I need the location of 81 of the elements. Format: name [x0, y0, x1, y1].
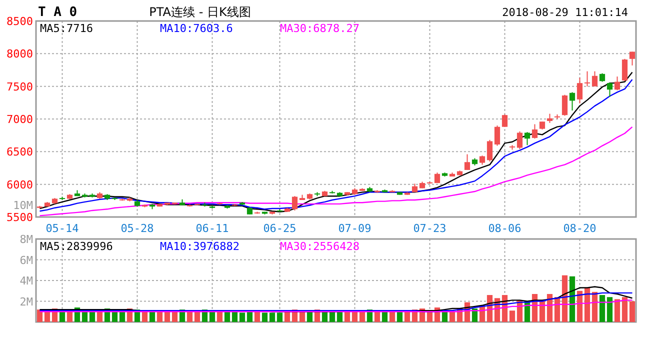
text: 10M	[13, 199, 34, 212]
candlestick	[622, 58, 628, 82]
chart-subtitle: 2018-08-29 11:01:14	[502, 6, 628, 19]
y-tick-label: 6M	[20, 254, 34, 267]
x-tick-label: 06-25	[263, 222, 296, 235]
bar	[509, 310, 516, 322]
bar	[262, 312, 268, 322]
bar	[232, 312, 238, 322]
bar	[442, 312, 448, 322]
candlestick	[592, 70, 598, 87]
bar	[389, 312, 396, 322]
bar	[599, 295, 606, 322]
bar	[119, 312, 126, 322]
x-tick-label: 05-14	[46, 222, 80, 235]
candlestick	[584, 70, 590, 87]
bar	[269, 312, 276, 322]
text: MA30:6878.27	[280, 22, 360, 35]
bar	[224, 312, 230, 322]
bar	[239, 312, 246, 322]
y-tick-label: 7000	[6, 113, 33, 126]
chart-title: PTA连续 - 日K线图	[149, 5, 251, 19]
bar	[254, 312, 260, 322]
y-tick-label: 2M	[20, 295, 34, 308]
bar	[562, 275, 568, 322]
candlestick	[569, 92, 576, 112]
bar	[576, 290, 583, 322]
y-tick-label: 5500	[6, 211, 33, 224]
bar	[352, 312, 358, 322]
y-tick-label: 6000	[6, 178, 33, 192]
candlestick	[494, 125, 500, 146]
candlestick	[502, 114, 508, 128]
text: MA5:2839996	[40, 240, 113, 253]
bar	[186, 312, 193, 322]
x-tick-label: 06-11	[196, 222, 229, 235]
candlestick	[292, 196, 298, 211]
bar	[614, 299, 620, 322]
bar	[449, 312, 456, 322]
bar	[426, 312, 433, 322]
bar	[629, 301, 636, 322]
candlestick	[516, 130, 523, 150]
candlestick	[614, 76, 620, 91]
y-tick-label: 8000	[6, 48, 33, 61]
text: T A 0	[38, 5, 78, 20]
bar	[359, 312, 366, 322]
candlestick	[464, 154, 470, 170]
y-tick-label: 8M	[20, 233, 34, 246]
bar	[606, 297, 613, 322]
candlestick	[479, 155, 486, 166]
bar	[569, 276, 576, 322]
bar	[404, 312, 410, 322]
line-series	[39, 126, 633, 216]
text: MA10:3976882	[160, 240, 240, 253]
bar	[592, 292, 598, 322]
text: MA10:7603.6	[160, 22, 233, 35]
candlestick	[532, 124, 538, 140]
x-tick-label: 07-23	[413, 222, 446, 235]
bar	[82, 312, 88, 322]
bar	[36, 310, 43, 322]
candlestick	[562, 94, 568, 116]
x-tick-label: 05-28	[120, 222, 154, 235]
y-tick-label: 4M	[20, 274, 34, 288]
y-tick-label: 6500	[6, 146, 33, 159]
candlestick	[524, 132, 530, 146]
y-tick-label: 8500	[6, 15, 33, 28]
x-tick-label: 08-06	[488, 222, 522, 235]
bar	[546, 294, 553, 322]
y-tick-label: 7500	[6, 80, 33, 94]
candlestick	[576, 77, 583, 104]
candlestick	[486, 139, 493, 162]
candlestick	[546, 113, 553, 124]
bar	[276, 312, 283, 322]
bar	[149, 312, 156, 322]
x-tick-label: 08-20	[563, 222, 596, 235]
candlestick	[629, 51, 636, 66]
text: MA30:2556428	[280, 240, 360, 253]
bar	[472, 308, 478, 322]
text: MA5:7716	[40, 22, 93, 35]
line-series	[39, 292, 633, 312]
candlestick	[606, 82, 613, 98]
bar	[622, 297, 628, 322]
x-tick-label: 07-09	[338, 222, 372, 235]
